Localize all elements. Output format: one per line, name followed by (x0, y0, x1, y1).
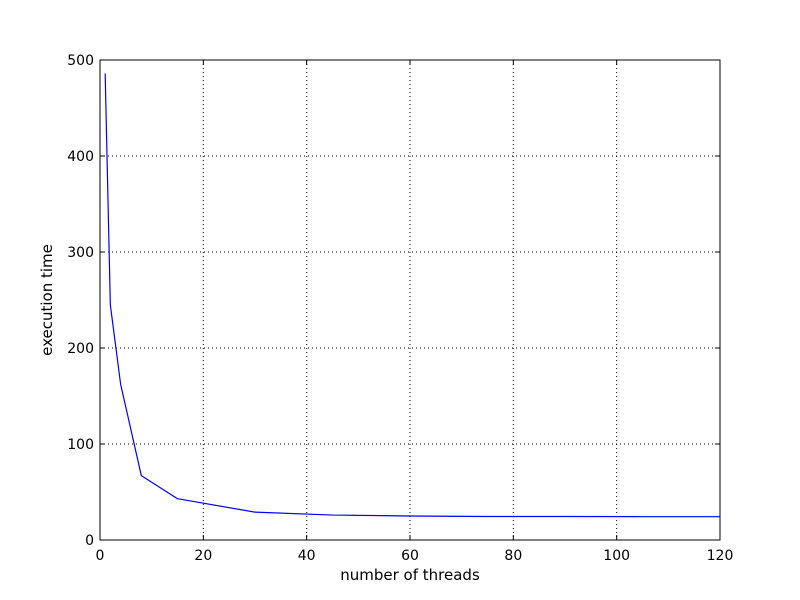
x-tick-label: 0 (96, 548, 105, 564)
y-tick-label: 0 (85, 533, 94, 549)
grid-lines (100, 60, 720, 540)
x-axis-label: number of threads (340, 566, 480, 584)
y-axis-label: execution time (38, 244, 56, 356)
x-tick-label: 20 (194, 548, 212, 564)
y-tick-label: 400 (67, 149, 94, 165)
y-tick-labels: 0 100 200 300 400 500 (67, 53, 94, 549)
x-tick-label: 120 (707, 548, 734, 564)
series-line (104, 73, 720, 518)
x-tick-label: 40 (298, 548, 316, 564)
x-tick-label: 100 (603, 548, 630, 564)
x-tick-label: 60 (401, 548, 419, 564)
y-tick-label: 500 (67, 53, 94, 69)
y-tick-label: 200 (67, 341, 94, 357)
x-tick-label: 80 (504, 548, 522, 564)
y-tick-label: 100 (67, 437, 94, 453)
axis-ticks (99, 59, 721, 541)
series-layer (104, 73, 720, 518)
x-tick-labels: 0 20 40 60 80 100 120 (96, 548, 734, 564)
y-tick-label: 300 (67, 245, 94, 261)
